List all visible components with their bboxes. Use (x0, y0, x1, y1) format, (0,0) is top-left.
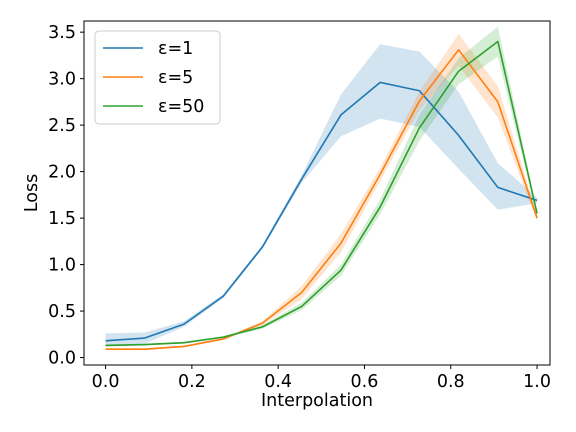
confidence-band-3 (105, 26, 538, 347)
y-tick-label: 2.0 (48, 163, 76, 183)
y-axis-ticks: 0.0 0.5 1.0 1.5 2.0 2.5 3.0 3.5 (48, 23, 84, 369)
x-tick-label: 0.2 (178, 372, 206, 392)
y-tick-label: 3.0 (48, 70, 76, 90)
series-line-3 (105, 40, 538, 347)
x-tick-label: 0.0 (92, 372, 120, 392)
legend-label: ε=5 (158, 68, 193, 88)
series-lines (105, 40, 538, 350)
series-line-1 (105, 81, 538, 342)
y-axis-label: Loss (22, 174, 42, 212)
legend-label: ε=1 (158, 39, 193, 59)
confidence-bands (105, 26, 538, 351)
plot-frame (83, 20, 551, 366)
confidence-band-1 (105, 44, 538, 347)
legend-box (94, 30, 221, 125)
x-tick-label: 0.4 (264, 372, 292, 392)
y-tick-label: 3.5 (48, 23, 76, 43)
legend: ε=1 ε=5 ε=50 (94, 30, 221, 125)
x-tick-label: 1.0 (523, 372, 551, 392)
series-line-2 (105, 49, 538, 350)
y-tick-label: 1.0 (48, 256, 76, 276)
x-axis-ticks: 0.0 0.2 0.4 0.6 0.8 1.0 (92, 365, 551, 392)
x-axis-label: Interpolation (261, 391, 373, 411)
y-tick-label: 1.5 (48, 209, 76, 229)
x-tick-label: 0.8 (437, 372, 465, 392)
y-tick-label: 0.5 (48, 302, 76, 322)
y-tick-label: 0.0 (48, 349, 76, 369)
x-tick-label: 0.6 (351, 372, 379, 392)
y-tick-label: 2.5 (48, 116, 76, 136)
legend-label: ε=50 (158, 97, 204, 117)
